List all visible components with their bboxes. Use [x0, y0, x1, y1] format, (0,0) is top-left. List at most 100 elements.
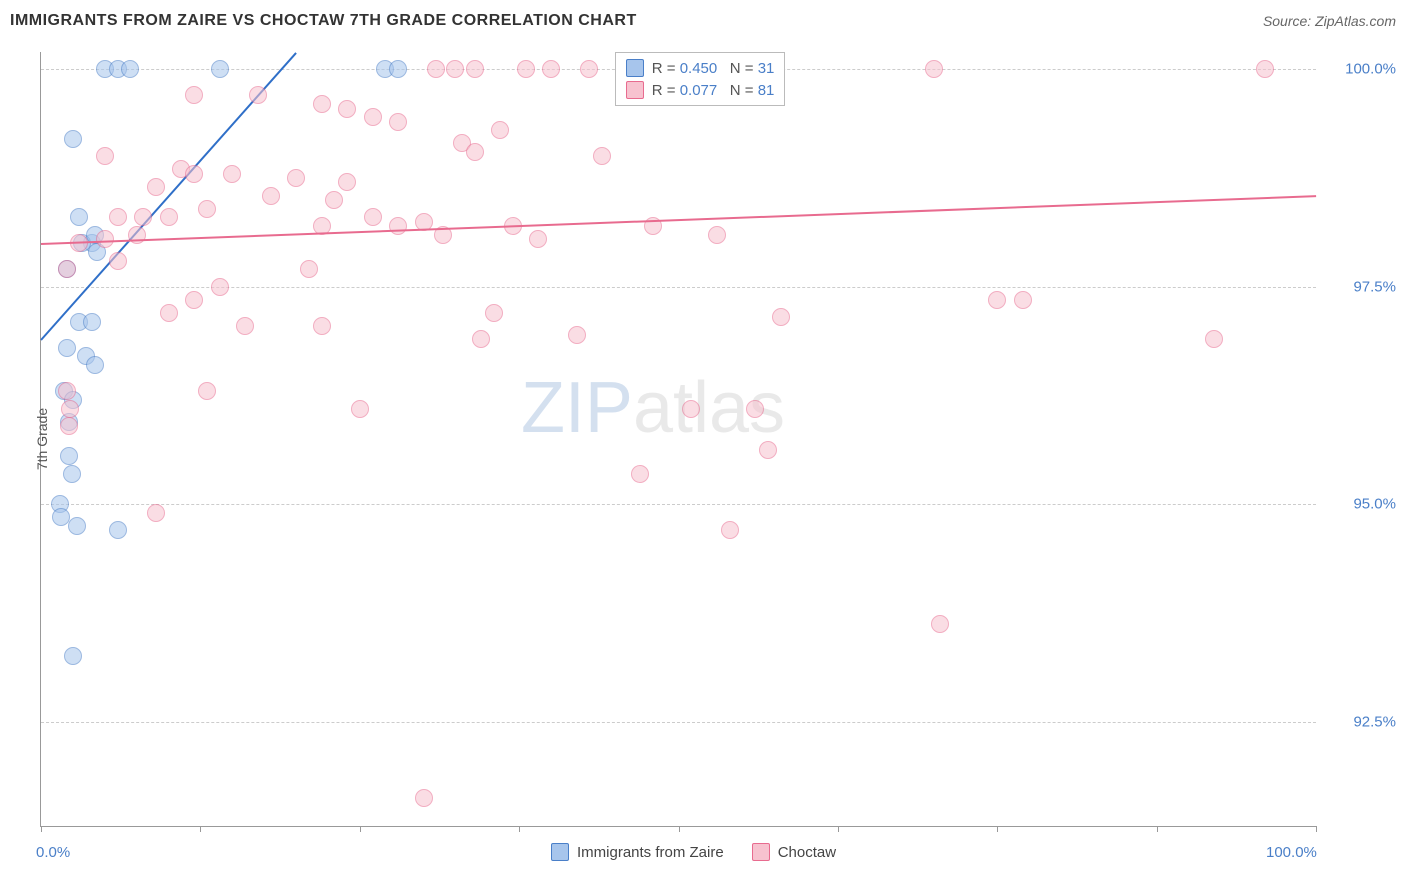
- x-tick: [200, 826, 201, 832]
- scatter-point: [109, 252, 127, 270]
- legend-label: Choctaw: [778, 844, 836, 861]
- scatter-point: [300, 260, 318, 278]
- y-tick-label: 95.0%: [1326, 496, 1396, 513]
- scatter-point: [631, 465, 649, 483]
- scatter-point: [160, 208, 178, 226]
- scatter-point: [86, 356, 104, 374]
- scatter-point: [313, 95, 331, 113]
- x-tick-label: 0.0%: [36, 844, 70, 861]
- x-tick: [519, 826, 520, 832]
- scatter-point: [466, 60, 484, 78]
- x-tick-label: 100.0%: [1266, 844, 1317, 861]
- scatter-point: [427, 60, 445, 78]
- scatter-point: [415, 789, 433, 807]
- scatter-point: [466, 143, 484, 161]
- legend-series: Immigrants from Zaire Choctaw: [551, 843, 836, 861]
- scatter-point: [529, 230, 547, 248]
- scatter-point: [759, 441, 777, 459]
- scatter-point: [1205, 330, 1223, 348]
- scatter-point: [389, 60, 407, 78]
- legend-item: Immigrants from Zaire: [551, 843, 724, 861]
- scatter-point: [121, 60, 139, 78]
- scatter-point: [160, 304, 178, 322]
- trendline: [41, 195, 1316, 245]
- scatter-point: [988, 291, 1006, 309]
- scatter-point: [351, 400, 369, 418]
- x-tick: [838, 826, 839, 832]
- scatter-point: [721, 521, 739, 539]
- scatter-point: [338, 100, 356, 118]
- legend-stat-text: R = 0.450 N = 31: [652, 60, 775, 77]
- legend-swatch: [626, 81, 644, 99]
- x-tick: [41, 826, 42, 832]
- y-tick-label: 97.5%: [1326, 278, 1396, 295]
- scatter-point: [364, 108, 382, 126]
- legend-label: Immigrants from Zaire: [577, 844, 724, 861]
- scatter-point: [63, 465, 81, 483]
- scatter-point: [1256, 60, 1274, 78]
- watermark-zip: ZIP: [521, 368, 633, 448]
- scatter-point: [109, 208, 127, 226]
- x-tick: [997, 826, 998, 832]
- scatter-point: [60, 417, 78, 435]
- scatter-point: [109, 521, 127, 539]
- title-bar: IMMIGRANTS FROM ZAIRE VS CHOCTAW 7TH GRA…: [10, 12, 1396, 30]
- x-tick: [679, 826, 680, 832]
- scatter-point: [83, 313, 101, 331]
- scatter-point: [593, 147, 611, 165]
- scatter-point: [542, 60, 560, 78]
- chart-title: IMMIGRANTS FROM ZAIRE VS CHOCTAW 7TH GRA…: [10, 12, 637, 30]
- scatter-point: [64, 130, 82, 148]
- scatter-point: [96, 230, 114, 248]
- scatter-point: [325, 191, 343, 209]
- scatter-point: [485, 304, 503, 322]
- y-axis-title: 7th Grade: [34, 408, 50, 470]
- scatter-point: [925, 60, 943, 78]
- scatter-point: [746, 400, 764, 418]
- scatter-point: [211, 60, 229, 78]
- legend-item: Choctaw: [752, 843, 836, 861]
- scatter-point: [580, 60, 598, 78]
- scatter-point: [287, 169, 305, 187]
- scatter-point: [236, 317, 254, 335]
- scatter-point: [338, 173, 356, 191]
- scatter-point: [931, 615, 949, 633]
- scatter-point: [446, 60, 464, 78]
- scatter-point: [772, 308, 790, 326]
- scatter-point: [60, 447, 78, 465]
- scatter-point: [68, 517, 86, 535]
- legend-swatch: [551, 843, 569, 861]
- scatter-point: [147, 178, 165, 196]
- scatter-point: [61, 400, 79, 418]
- scatter-point: [185, 86, 203, 104]
- legend-stat-text: R = 0.077 N = 81: [652, 82, 775, 99]
- scatter-point: [147, 504, 165, 522]
- x-tick: [1316, 826, 1317, 832]
- source-label: Source: ZipAtlas.com: [1263, 13, 1396, 29]
- scatter-point: [134, 208, 152, 226]
- scatter-point: [364, 208, 382, 226]
- scatter-point: [249, 86, 267, 104]
- scatter-point: [58, 382, 76, 400]
- gridline: [41, 504, 1316, 505]
- legend-stat-row: R = 0.077 N = 81: [626, 79, 775, 101]
- chart-container: IMMIGRANTS FROM ZAIRE VS CHOCTAW 7TH GRA…: [0, 0, 1406, 892]
- scatter-point: [198, 382, 216, 400]
- scatter-point: [185, 291, 203, 309]
- scatter-point: [313, 317, 331, 335]
- scatter-point: [389, 217, 407, 235]
- x-tick: [360, 826, 361, 832]
- scatter-point: [708, 226, 726, 244]
- gridline: [41, 722, 1316, 723]
- scatter-point: [198, 200, 216, 218]
- y-tick-label: 92.5%: [1326, 713, 1396, 730]
- scatter-point: [96, 147, 114, 165]
- scatter-point: [491, 121, 509, 139]
- legend-swatch: [752, 843, 770, 861]
- scatter-point: [211, 278, 229, 296]
- scatter-point: [223, 165, 241, 183]
- y-tick-label: 100.0%: [1326, 61, 1396, 78]
- legend-swatch: [626, 59, 644, 77]
- scatter-point: [185, 165, 203, 183]
- scatter-point: [58, 339, 76, 357]
